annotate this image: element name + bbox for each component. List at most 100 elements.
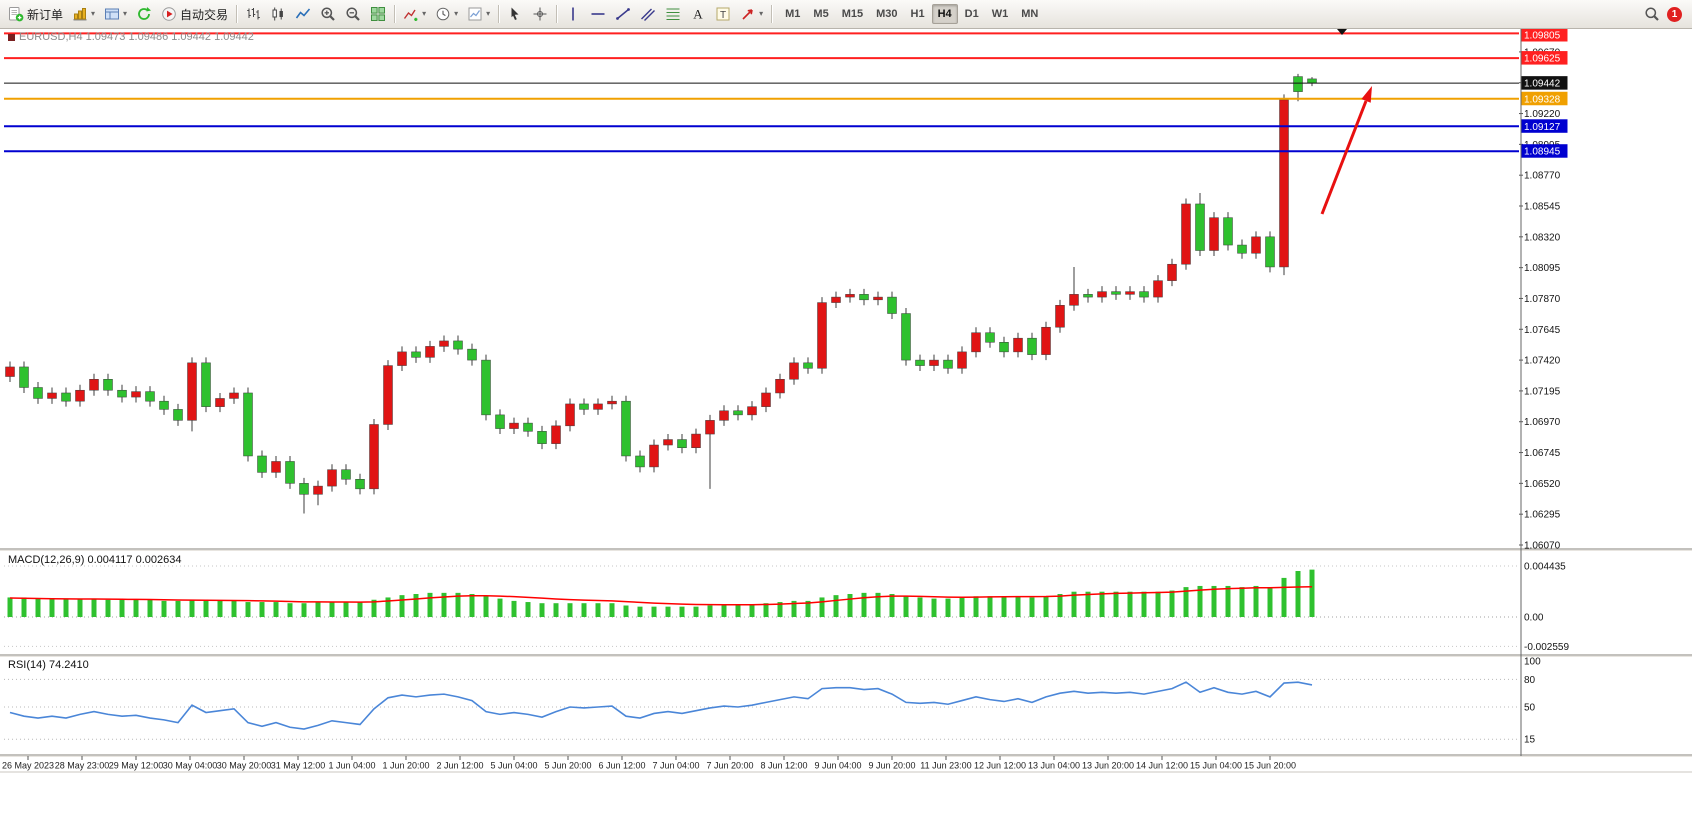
svg-text:7 Jun 20:00: 7 Jun 20:00 — [706, 761, 753, 771]
symbol-info-text: EURUSD,H4 1.09473 1.09486 1.09442 1.0944… — [19, 31, 254, 43]
arrows-button[interactable]: ▾ — [736, 3, 767, 26]
svg-text:5 Jun 04:00: 5 Jun 04:00 — [490, 761, 537, 771]
search-button[interactable] — [1640, 3, 1664, 26]
notification-badge[interactable]: 1 — [1667, 6, 1682, 22]
svg-text:50: 50 — [1524, 703, 1536, 714]
trendline-button[interactable] — [611, 3, 635, 26]
svg-text:28 May 23:00: 28 May 23:00 — [55, 761, 110, 771]
new-order-button[interactable]: 新订单 — [4, 3, 67, 26]
zoom-in-icon — [320, 6, 336, 22]
rsi-panel: 100 80 50 15 — [4, 657, 1541, 746]
svg-text:1.07645: 1.07645 — [1524, 325, 1561, 336]
vertical-line-button[interactable] — [561, 3, 585, 26]
toolbar-separator — [556, 5, 558, 23]
macd-label: MACD(12,26,9) 0.004117 0.002634 — [8, 554, 182, 566]
refresh-button[interactable] — [132, 3, 156, 26]
svg-text:1.09220: 1.09220 — [1524, 109, 1561, 120]
timeframe-d1-button[interactable]: D1 — [959, 4, 985, 24]
symbol-marker-icon — [8, 33, 15, 41]
bar-chart-mode-button[interactable] — [241, 3, 265, 26]
toolbar: 新订单 ▾ ▾ 自动交易 ▾ ▾ ▾ A T ▾ M1 M5 M15 M30 H1 H4 D1 W1 MN 1 — [0, 0, 1692, 29]
open-chart-button[interactable]: ▾ — [68, 3, 99, 26]
search-icon — [1644, 6, 1660, 22]
timeframe-h4-button[interactable]: H4 — [931, 4, 958, 24]
svg-text:T: T — [720, 10, 726, 21]
horizontal-line-button[interactable] — [586, 3, 610, 26]
text-label-button[interactable]: T — [711, 3, 735, 26]
svg-text:1.06745: 1.06745 — [1524, 448, 1561, 459]
tline-icon — [615, 6, 631, 22]
svg-text:1.06295: 1.06295 — [1524, 510, 1561, 521]
indicators-button[interactable]: ▾ — [399, 3, 430, 26]
templates-button[interactable]: ▾ — [463, 3, 494, 26]
svg-text:12 Jun 12:00: 12 Jun 12:00 — [974, 761, 1026, 771]
autotrading-button[interactable]: 自动交易 — [157, 3, 232, 26]
fibo-icon — [665, 6, 681, 22]
svg-text:1.09625: 1.09625 — [1524, 54, 1561, 65]
toolbar-separator — [771, 5, 773, 23]
svg-text:30 May 04:00: 30 May 04:00 — [163, 761, 218, 771]
timeframe-m15-button[interactable]: M15 — [836, 4, 869, 24]
dropdown-caret-icon: ▾ — [454, 9, 459, 18]
ohlc-bars-icon — [245, 6, 261, 22]
svg-text:1 Jun 04:00: 1 Jun 04:00 — [328, 761, 375, 771]
refresh-icon — [136, 6, 152, 22]
timeframe-m1-button[interactable]: M1 — [779, 4, 806, 24]
svg-text:8 Jun 12:00: 8 Jun 12:00 — [760, 761, 807, 771]
time-axis[interactable]: 26 May 2023 28 May 23:00 29 May 12:00 30 Ma… — [2, 756, 1296, 771]
line-chart-mode-button[interactable] — [291, 3, 315, 26]
svg-text:1.06970: 1.06970 — [1524, 417, 1561, 428]
fibonacci-button[interactable] — [661, 3, 685, 26]
clock-icon — [435, 6, 451, 22]
horizontal-level-lines[interactable] — [4, 32, 1519, 153]
trend-arrow[interactable] — [1320, 86, 1372, 215]
price-axis[interactable]: 1.096701.094451.092201.089951.087701.085… — [1519, 28, 1568, 552]
svg-text:31 May 12:00: 31 May 12:00 — [271, 761, 326, 771]
svg-text:1.09127: 1.09127 — [1524, 122, 1561, 133]
dropdown-caret-icon: ▾ — [422, 9, 427, 18]
periods-button[interactable]: ▾ — [431, 3, 462, 26]
cursor-button[interactable] — [503, 3, 527, 26]
equidistant-channel-button[interactable] — [636, 3, 660, 26]
cursor-icon — [507, 6, 523, 22]
svg-text:9 Jun 04:00: 9 Jun 04:00 — [814, 761, 861, 771]
svg-text:30 May 20:00: 30 May 20:00 — [217, 761, 272, 771]
svg-text:11 Jun 23:00: 11 Jun 23:00 — [920, 761, 971, 771]
timeframe-group: M1 M5 M15 M30 H1 H4 D1 W1 MN — [779, 4, 1044, 24]
svg-text:6 Jun 12:00: 6 Jun 12:00 — [598, 761, 645, 771]
timeframe-w1-button[interactable]: W1 — [986, 4, 1015, 24]
channel-icon — [640, 6, 656, 22]
svg-text:1.07195: 1.07195 — [1524, 386, 1561, 397]
profiles-button[interactable]: ▾ — [100, 3, 131, 26]
toolbar-separator — [236, 5, 238, 23]
zoom-out-button[interactable] — [341, 3, 365, 26]
symbol-info: EURUSD,H4 1.09473 1.09486 1.09442 1.0944… — [8, 31, 254, 43]
last-bar-marker-icon — [1337, 29, 1347, 35]
svg-text:80: 80 — [1524, 675, 1536, 686]
candlestick-mode-button[interactable] — [266, 3, 290, 26]
svg-text:100: 100 — [1524, 657, 1541, 668]
tile-windows-button[interactable] — [366, 3, 390, 26]
autotrade-icon — [161, 6, 177, 22]
svg-text:1.07420: 1.07420 — [1524, 356, 1561, 367]
svg-text:1.06070: 1.06070 — [1524, 541, 1561, 552]
timeframe-h1-button[interactable]: H1 — [905, 4, 931, 24]
svg-text:15: 15 — [1524, 735, 1536, 746]
svg-text:29 May 12:00: 29 May 12:00 — [109, 761, 164, 771]
timeframe-mn-button[interactable]: MN — [1015, 4, 1044, 24]
timeframe-m5-button[interactable]: M5 — [807, 4, 834, 24]
svg-text:0.00: 0.00 — [1524, 613, 1544, 624]
text-button[interactable]: A — [686, 3, 710, 26]
timeframe-m30-button[interactable]: M30 — [870, 4, 903, 24]
dropdown-caret-icon: ▾ — [91, 9, 96, 18]
line-chart-icon — [295, 6, 311, 22]
crosshair-button[interactable] — [528, 3, 552, 26]
svg-text:1.09328: 1.09328 — [1524, 94, 1561, 105]
svg-text:1.08770: 1.08770 — [1524, 171, 1561, 182]
zoom-out-icon — [345, 6, 361, 22]
zoom-in-button[interactable] — [316, 3, 340, 26]
toolbar-separator — [394, 5, 396, 23]
arrow-tool-icon — [740, 6, 756, 22]
